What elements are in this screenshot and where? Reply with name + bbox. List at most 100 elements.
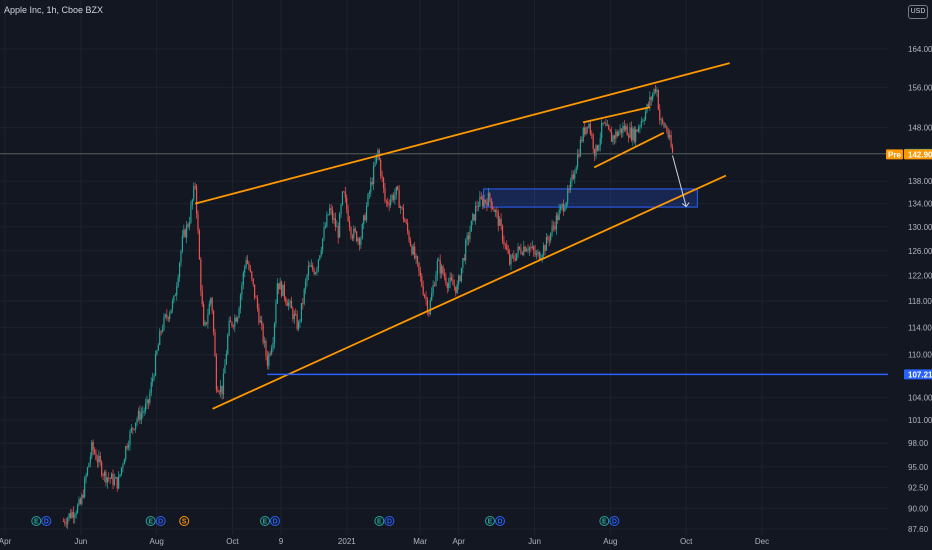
- candle-body: [144, 403, 147, 411]
- event-d-icon: [155, 516, 166, 526]
- candle-body: [242, 272, 244, 285]
- candle-body: [578, 154, 580, 157]
- candle-body: [297, 322, 300, 329]
- candle-body: [251, 271, 253, 279]
- candle-body: [582, 127, 584, 142]
- level-price-tag-bg: [904, 369, 932, 380]
- price-tick-label: 126.00: [908, 247, 932, 256]
- candle-body: [385, 200, 387, 202]
- demand-zone[interactable]: [483, 188, 698, 208]
- price-axis[interactable]: 164.00 156.00 148.00 138.00 134.00 130.00 126.…: [908, 45, 932, 534]
- candle-body: [572, 174, 574, 179]
- candle-body: [497, 212, 499, 226]
- candle-body: [652, 94, 654, 100]
- candle-body: [167, 317, 169, 319]
- candle-body: [586, 126, 589, 128]
- candle-body: [418, 262, 420, 271]
- candle-body: [286, 302, 288, 307]
- candle-body: [195, 186, 198, 214]
- candle-body: [323, 227, 325, 239]
- candle-body: [466, 235, 468, 241]
- premarket-price-tag-prefix: Pre: [888, 150, 901, 159]
- event-e-icon: [145, 516, 156, 526]
- candle-body: [487, 193, 489, 207]
- candle-body: [132, 427, 134, 430]
- candle-body: [489, 193, 491, 199]
- candle-body: [394, 194, 396, 200]
- candle-body: [463, 258, 465, 261]
- drawings[interactable]: [0, 62, 888, 410]
- candle-body: [351, 235, 353, 239]
- candle-body: [255, 297, 257, 299]
- candle-body: [429, 300, 431, 315]
- candle-body: [292, 308, 294, 320]
- candle-body: [555, 215, 557, 230]
- candle-body: [374, 162, 376, 166]
- event-glyph: D: [272, 519, 277, 526]
- event-e-icon: [374, 516, 385, 526]
- candle-body: [647, 104, 650, 106]
- candle-body: [415, 256, 417, 259]
- candle-body: [65, 523, 67, 525]
- candle-body: [622, 125, 624, 133]
- symbol-title[interactable]: Apple Inc, 1h, Cboe BZX: [4, 5, 104, 15]
- time-tick-label: Mar: [413, 537, 427, 546]
- candle-body: [490, 198, 492, 208]
- candle-body: [143, 410, 145, 412]
- candle-body: [305, 281, 307, 289]
- candle-body: [484, 199, 487, 202]
- candle-body: [279, 281, 281, 290]
- candle-body: [171, 300, 174, 310]
- time-tick-label: Apr: [452, 537, 465, 546]
- candle-body: [592, 135, 594, 149]
- candle-body: [422, 285, 424, 295]
- candle-body: [550, 232, 552, 241]
- candle-body: [300, 302, 302, 322]
- candle-body: [496, 210, 498, 213]
- candle-body: [425, 296, 427, 300]
- candle-body: [458, 275, 460, 285]
- candle-body: [289, 301, 291, 304]
- candle-body: [137, 410, 140, 419]
- candle-body: [259, 320, 261, 323]
- time-axis[interactable]: Apr Jun Aug Oct 9 2021 Mar Apr Jun Aug Oct Dec: [0, 537, 769, 546]
- candle-body: [113, 478, 116, 485]
- candle-body: [540, 257, 542, 260]
- price-tick-label: 87.60: [908, 525, 929, 534]
- price-tick-label: 164.00: [908, 45, 932, 54]
- candle-body: [424, 294, 426, 297]
- candle-body: [156, 350, 158, 355]
- candle-body: [269, 353, 271, 355]
- premarket-price-tag-bg: [904, 149, 932, 160]
- candle-body: [669, 135, 671, 138]
- candle-body: [88, 463, 90, 468]
- candle-body: [361, 224, 363, 239]
- candle-body: [643, 119, 645, 121]
- candle-body: [589, 123, 591, 135]
- candle-body: [262, 324, 264, 343]
- currency-button[interactable]: USD: [908, 5, 928, 19]
- candle-body: [217, 390, 219, 392]
- event-glyph: D: [612, 519, 617, 526]
- price-tick-label: 130.00: [908, 223, 932, 232]
- candle-body: [562, 204, 565, 212]
- candle-body: [370, 181, 372, 193]
- event-glyph: D: [497, 519, 502, 526]
- candle-body: [467, 235, 470, 240]
- candle-body: [615, 131, 617, 139]
- candle-body: [608, 125, 610, 130]
- candle-body: [475, 206, 477, 221]
- price-tick-label: 98.00: [908, 439, 929, 448]
- candle-body: [392, 195, 395, 200]
- price-tick-label: 114.00: [908, 323, 932, 332]
- candle-body: [441, 266, 443, 274]
- candle-body: [435, 275, 437, 286]
- candle-body: [218, 391, 220, 393]
- candle-body: [173, 295, 175, 301]
- candle-body: [560, 206, 562, 210]
- candle-body: [384, 187, 386, 201]
- candle-body: [404, 219, 406, 222]
